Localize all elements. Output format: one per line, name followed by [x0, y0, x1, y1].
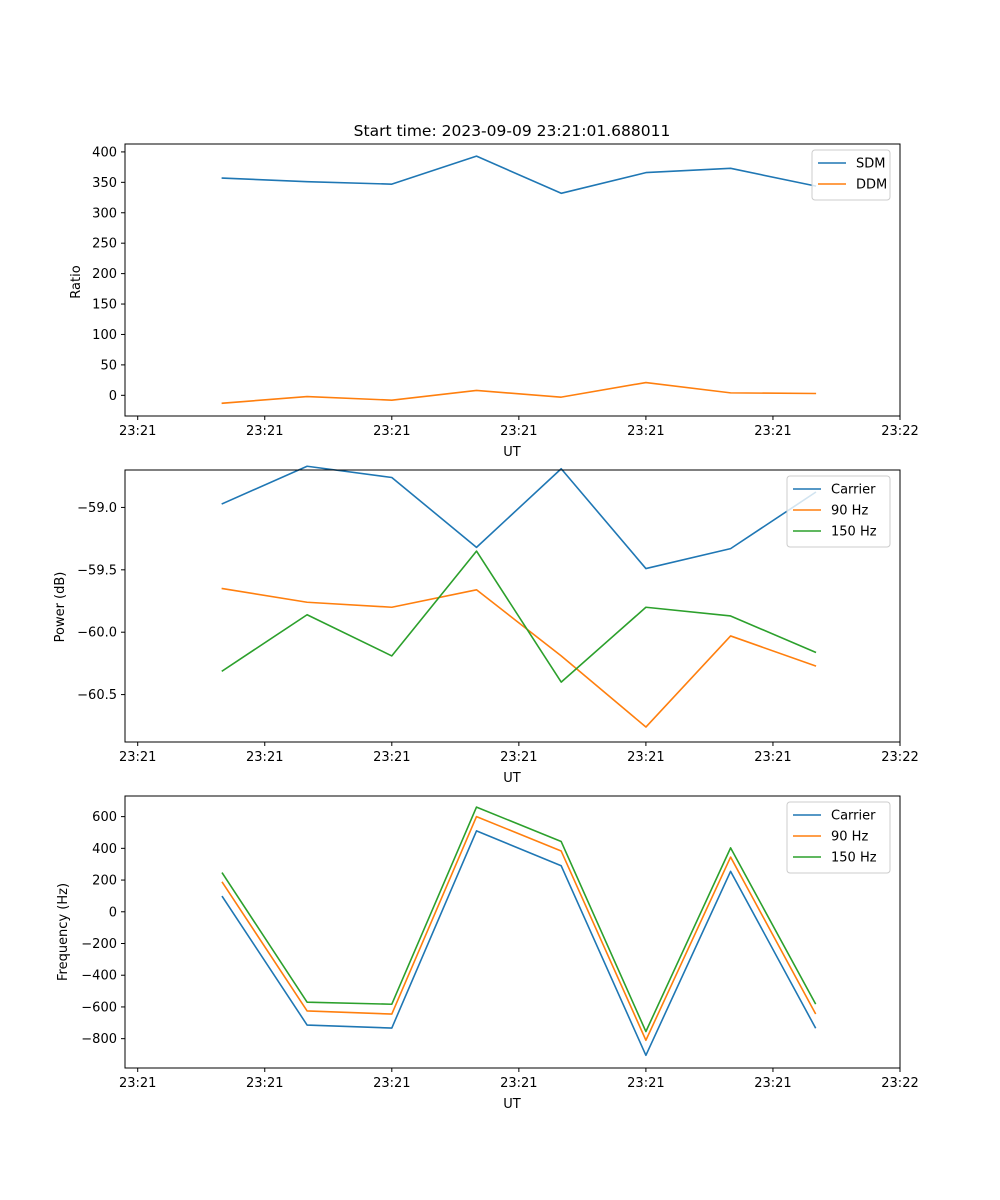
frequency-90-hz-line: [221, 815, 817, 1042]
frequency-x-axis-label: UT: [503, 1097, 521, 1112]
frequency-legend-carrier-label: Carrier: [831, 809, 876, 824]
frequency-legend-90-hz-label: 90 Hz: [831, 830, 868, 845]
ratio-y-tick-label: 400: [92, 145, 117, 160]
frequency-y-tick-label: −800: [81, 1032, 117, 1047]
chart-title: Start time: 2023-09-09 23:21:01.688011: [354, 122, 671, 140]
frequency-y-tick-label: −600: [81, 1000, 117, 1015]
ratio-legend: SDM DDM: [811, 149, 891, 201]
frequency-150-hz-line: [221, 806, 817, 1033]
power-y-tick-label: −59.5: [77, 563, 117, 578]
ratio-legend-ddm-label: DDM: [856, 178, 887, 193]
ratio-y-tick-label: 0: [109, 389, 117, 404]
frequency-y-tick-label: −400: [81, 969, 117, 984]
power-legend-box: [786, 475, 891, 548]
power-y-tick-label: −60.5: [77, 688, 117, 703]
ratio-y-tick-label: 250: [92, 237, 117, 252]
ratio-x-tick-label: 23:21: [500, 424, 537, 439]
ratio-panel: 23:21 23:21 23:21 23:21 23:21 23:21 23:22 0 50 10…: [92, 143, 919, 439]
ratio-y-axis-label: Ratio: [69, 265, 84, 298]
ratio-ddm-line: [221, 381, 817, 405]
power-panel: 23:21 23:21 23:21 23:21 23:21 23:21 23:22 −59.0…: [77, 465, 919, 765]
power-x-tick-label: 23:21: [500, 750, 537, 765]
ratio-x-tick-label: 23:21: [627, 424, 664, 439]
power-y-axis-label: Power (dB): [53, 572, 68, 643]
ratio-x-tick-label: 23:21: [373, 424, 410, 439]
frequency-y-tick-label: −200: [81, 937, 117, 952]
frequency-y-tick-label: 400: [92, 842, 117, 857]
power-x-tick-label: 23:21: [246, 750, 283, 765]
frequency-panel: 23:21 23:21 23:21 23:21 23:21 23:21 23:22 600 40…: [81, 795, 919, 1091]
power-x-tick-label: 23:21: [754, 750, 791, 765]
ratio-y-tick-label: 50: [100, 358, 117, 373]
power-carrier-line: [221, 465, 817, 570]
power-x-tick-label: 23:21: [373, 750, 410, 765]
power-y-tick-label: −60.0: [77, 626, 117, 641]
frequency-x-tick-label: 23:22: [881, 1076, 918, 1091]
power-x-axis-label: UT: [503, 771, 521, 786]
ratio-x-axis-label: UT: [503, 445, 521, 460]
frequency-x-tick-label: 23:21: [754, 1076, 791, 1091]
ratio-y-tick-label: 150: [92, 298, 117, 313]
frequency-legend-150-hz-label: 150 Hz: [831, 851, 877, 866]
ratio-y-tick-label: 300: [92, 206, 117, 221]
frequency-y-tick-label: 600: [92, 810, 117, 825]
frequency-x-tick-label: 23:21: [373, 1076, 410, 1091]
power-legend-carrier-label: Carrier: [831, 483, 876, 498]
power-x-tick-label: 23:21: [119, 750, 156, 765]
ratio-x-tick-label: 23:21: [246, 424, 283, 439]
frequency-x-tick-label: 23:21: [500, 1076, 537, 1091]
power-legend-90-hz-label: 90 Hz: [831, 504, 868, 519]
frequency-y-tick-label: 200: [92, 874, 117, 889]
frequency-legend: Carrier 90 Hz 150 Hz: [786, 801, 891, 874]
frequency-carrier-line: [221, 830, 817, 1057]
ratio-axes-frame: [124, 143, 901, 417]
frequency-x-tick-label: 23:21: [119, 1076, 156, 1091]
ratio-y-tick-label: 100: [92, 328, 117, 343]
frequency-x-tick-label: 23:21: [627, 1076, 664, 1091]
ratio-sdm-line: [221, 155, 817, 195]
frequency-x-tick-label: 23:21: [246, 1076, 283, 1091]
ratio-y-tick-label: 350: [92, 176, 117, 191]
ratio-y-tick-label: 200: [92, 267, 117, 282]
power-x-tick-label: 23:22: [881, 750, 918, 765]
power-90-hz-line: [221, 587, 817, 728]
ratio-x-tick-label: 23:21: [119, 424, 156, 439]
ratio-legend-sdm-label: SDM: [856, 157, 885, 172]
frequency-y-tick-label: 0: [109, 905, 117, 920]
frequency-legend-box: [786, 801, 891, 874]
frequency-axes-frame: [124, 795, 901, 1069]
power-axes-frame: [124, 469, 901, 743]
power-y-tick-label: −59.0: [77, 501, 117, 516]
power-x-tick-label: 23:21: [627, 750, 664, 765]
power-legend: Carrier 90 Hz 150 Hz: [786, 475, 891, 548]
power-150-hz-line: [221, 550, 817, 683]
ratio-x-tick-label: 23:21: [754, 424, 791, 439]
power-legend-150-hz-label: 150 Hz: [831, 525, 877, 540]
ratio-x-tick-label: 23:22: [881, 424, 918, 439]
frequency-y-axis-label: Frequency (Hz): [56, 883, 71, 981]
